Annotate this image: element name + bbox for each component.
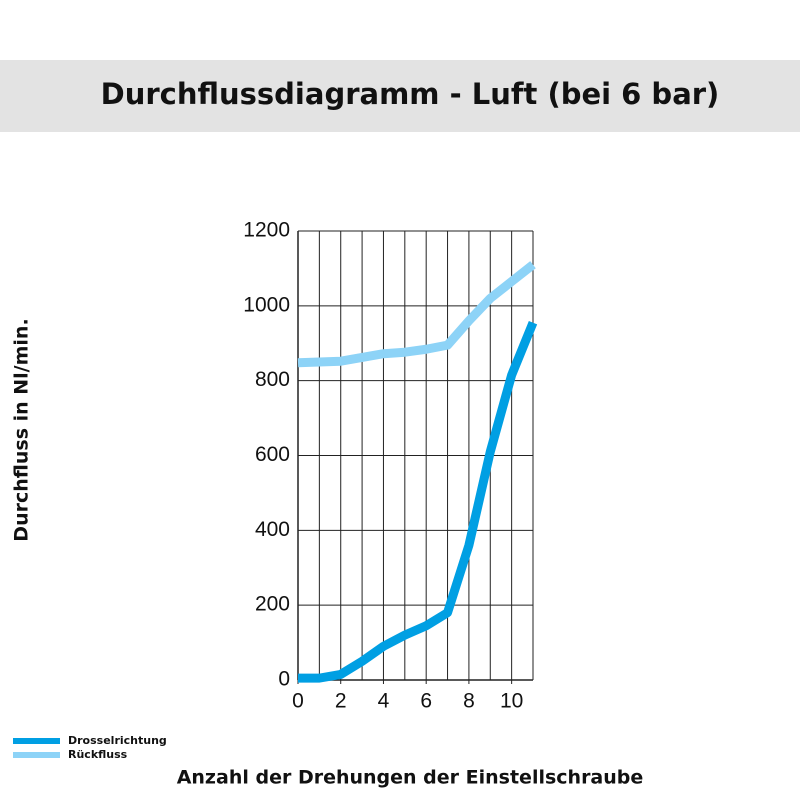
legend-label: Rückfluss <box>68 748 128 761</box>
y-tick-label: 0 <box>278 668 290 691</box>
y-tick-label: 600 <box>255 443 290 466</box>
y-tick-label: 200 <box>255 593 290 616</box>
x-tick-label: 4 <box>378 690 390 713</box>
x-tick-label: 0 <box>292 690 304 713</box>
y-tick-label: 400 <box>255 518 290 541</box>
y-tick-label: 800 <box>255 368 290 391</box>
y-tick-label: 1000 <box>243 293 290 316</box>
legend-label: Drosselrichtung <box>68 734 167 747</box>
x-axis-label: Anzahl der Drehungen der Einstellschraub… <box>177 767 644 789</box>
x-tick-label: 6 <box>420 690 432 713</box>
x-tick-label: 8 <box>463 690 475 713</box>
line <box>298 320 538 683</box>
x-tick-label: 10 <box>500 690 523 713</box>
title-band <box>0 60 800 132</box>
y-axis-label: Durchfluss in Nl/min. <box>11 318 33 541</box>
x-tick-label: 2 <box>335 690 347 713</box>
chart-title: Durchflussdiagramm - Luft (bei 6 bar) <box>101 77 720 111</box>
y-tick-label: 1200 <box>243 219 290 242</box>
line <box>297 261 536 368</box>
